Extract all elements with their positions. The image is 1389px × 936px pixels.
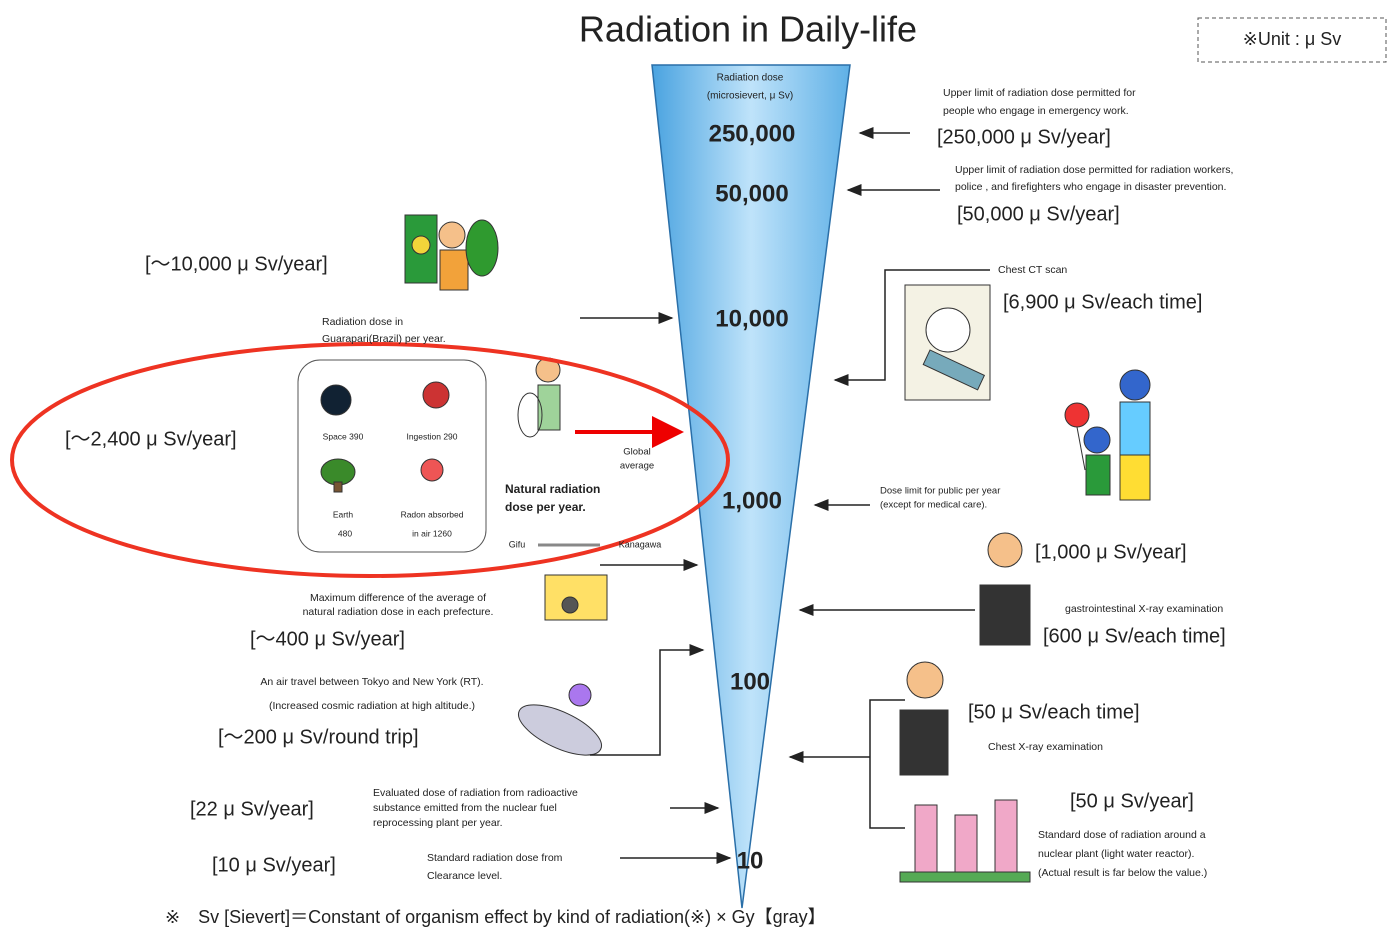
description: Clearance level.: [427, 870, 502, 882]
dose-label: [22 μ Sv/year]: [190, 798, 314, 820]
scale-caption: (microsievert, μ Sv): [707, 91, 793, 102]
dose-label: [～200 μ Sv/round trip]: [218, 726, 419, 748]
description: Chest X-ray examination: [988, 741, 1103, 753]
description: Evaluated dose of radiation from radioac…: [373, 787, 578, 799]
footnote: ※ Sv [Sievert]＝Constant of organism effe…: [165, 907, 826, 927]
description: (Actual result is far below the value.): [1038, 867, 1207, 879]
dose-label: [50,000 μ Sv/year]: [957, 203, 1120, 225]
scale-label: 100: [730, 668, 770, 695]
component-label: in air 1260: [412, 528, 452, 538]
scale-label: 50,000: [715, 180, 788, 207]
dose-label: [1,000 μ Sv/year]: [1035, 541, 1187, 563]
description: Guarapari(Brazil) per year.: [322, 333, 446, 345]
dose-label: [6,900 μ Sv/each time]: [1003, 291, 1202, 313]
component-label: Ingestion 290: [406, 431, 457, 441]
description: Upper limit of radiation dose permitted …: [955, 164, 1233, 176]
description: Radiation dose in: [322, 316, 403, 328]
dose-label: [50 μ Sv/year]: [1070, 790, 1194, 812]
description: gastrointestinal X-ray examination: [1065, 603, 1223, 615]
description: Upper limit of radiation dose permitted …: [943, 87, 1136, 99]
description: reprocessing plant per year.: [373, 817, 503, 829]
dose-label: [600 μ Sv/each time]: [1043, 625, 1226, 647]
description: Standard radiation dose from: [427, 852, 563, 864]
description: Chest CT scan: [998, 264, 1067, 276]
description: substance emitted from the nuclear fuel: [373, 802, 557, 814]
global-average-label: Global: [623, 447, 650, 458]
description: dose per year.: [505, 500, 586, 514]
global-average-label: average: [620, 461, 654, 472]
description: natural radiation dose in each prefectur…: [303, 606, 494, 618]
component-label: Earth: [333, 509, 354, 519]
scale-label: 250,000: [709, 120, 796, 147]
title: Radiation in Daily-life: [579, 9, 917, 50]
dose-label: [10 μ Sv/year]: [212, 854, 336, 876]
component-label: Radon absorbed: [401, 509, 464, 519]
dose-label: [～10,000 μ Sv/year]: [145, 253, 328, 275]
prefecture-label: Kanagawa: [619, 539, 662, 549]
description: Natural radiation: [505, 482, 600, 496]
unit-note: ※Unit : μ Sv: [1243, 29, 1341, 49]
description: Standard dose of radiation around a: [1038, 829, 1206, 841]
infographic: Radiation in Daily-life ※Unit : μ Sv Radia…: [0, 0, 1389, 931]
component-label: 480: [338, 528, 352, 538]
scale-label: 10,000: [715, 305, 788, 332]
description: nuclear plant (light water reactor).: [1038, 848, 1194, 860]
arrow: [590, 650, 703, 755]
prefecture-label: Gifu: [509, 539, 526, 549]
dose-label: [50 μ Sv/each time]: [968, 701, 1140, 723]
description: Dose limit for public per year: [880, 486, 1000, 497]
scale-label: 1,000: [722, 487, 782, 514]
dose-label: [～2,400 μ Sv/year]: [65, 428, 237, 450]
component-label: Space 390: [323, 431, 364, 441]
dose-label: [250,000 μ Sv/year]: [937, 126, 1111, 148]
description: (except for medical care).: [880, 500, 987, 511]
description: An air travel between Tokyo and New York…: [260, 676, 483, 688]
scale-label: 10: [737, 847, 764, 874]
description: (Increased cosmic radiation at high alti…: [269, 700, 475, 712]
description: people who engage in emergency work.: [943, 105, 1129, 117]
dose-label: [～400 μ Sv/year]: [250, 628, 405, 650]
description: Maximum difference of the average of: [310, 592, 486, 604]
scale-caption: Radiation dose: [717, 73, 784, 84]
description: police , and firefighters who engage in …: [955, 181, 1226, 193]
